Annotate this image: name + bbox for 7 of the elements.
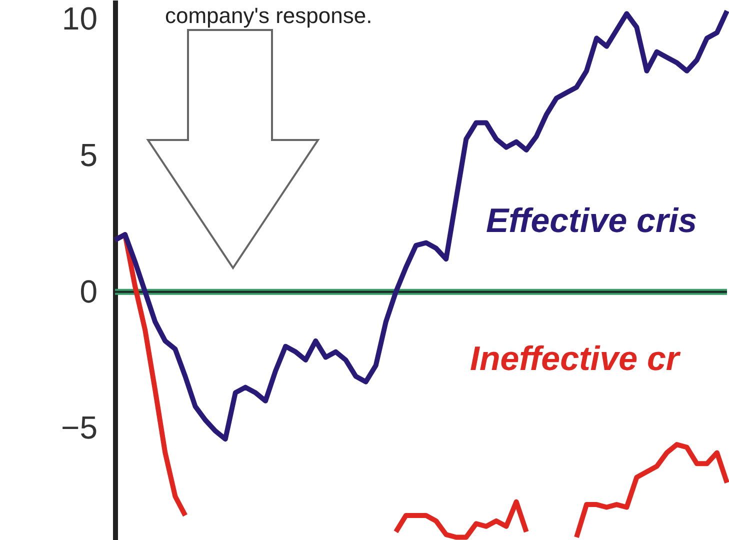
y-tick-label: 5 — [80, 136, 98, 173]
series-label: Effective cris — [486, 202, 698, 240]
y-tick-label: −5 — [61, 410, 98, 446]
y-tick-label: 10 — [62, 0, 98, 37]
series-label: Ineffective cr — [470, 340, 681, 378]
annotation: company's response. — [165, 3, 372, 28]
y-tick-label: 0 — [80, 273, 98, 310]
